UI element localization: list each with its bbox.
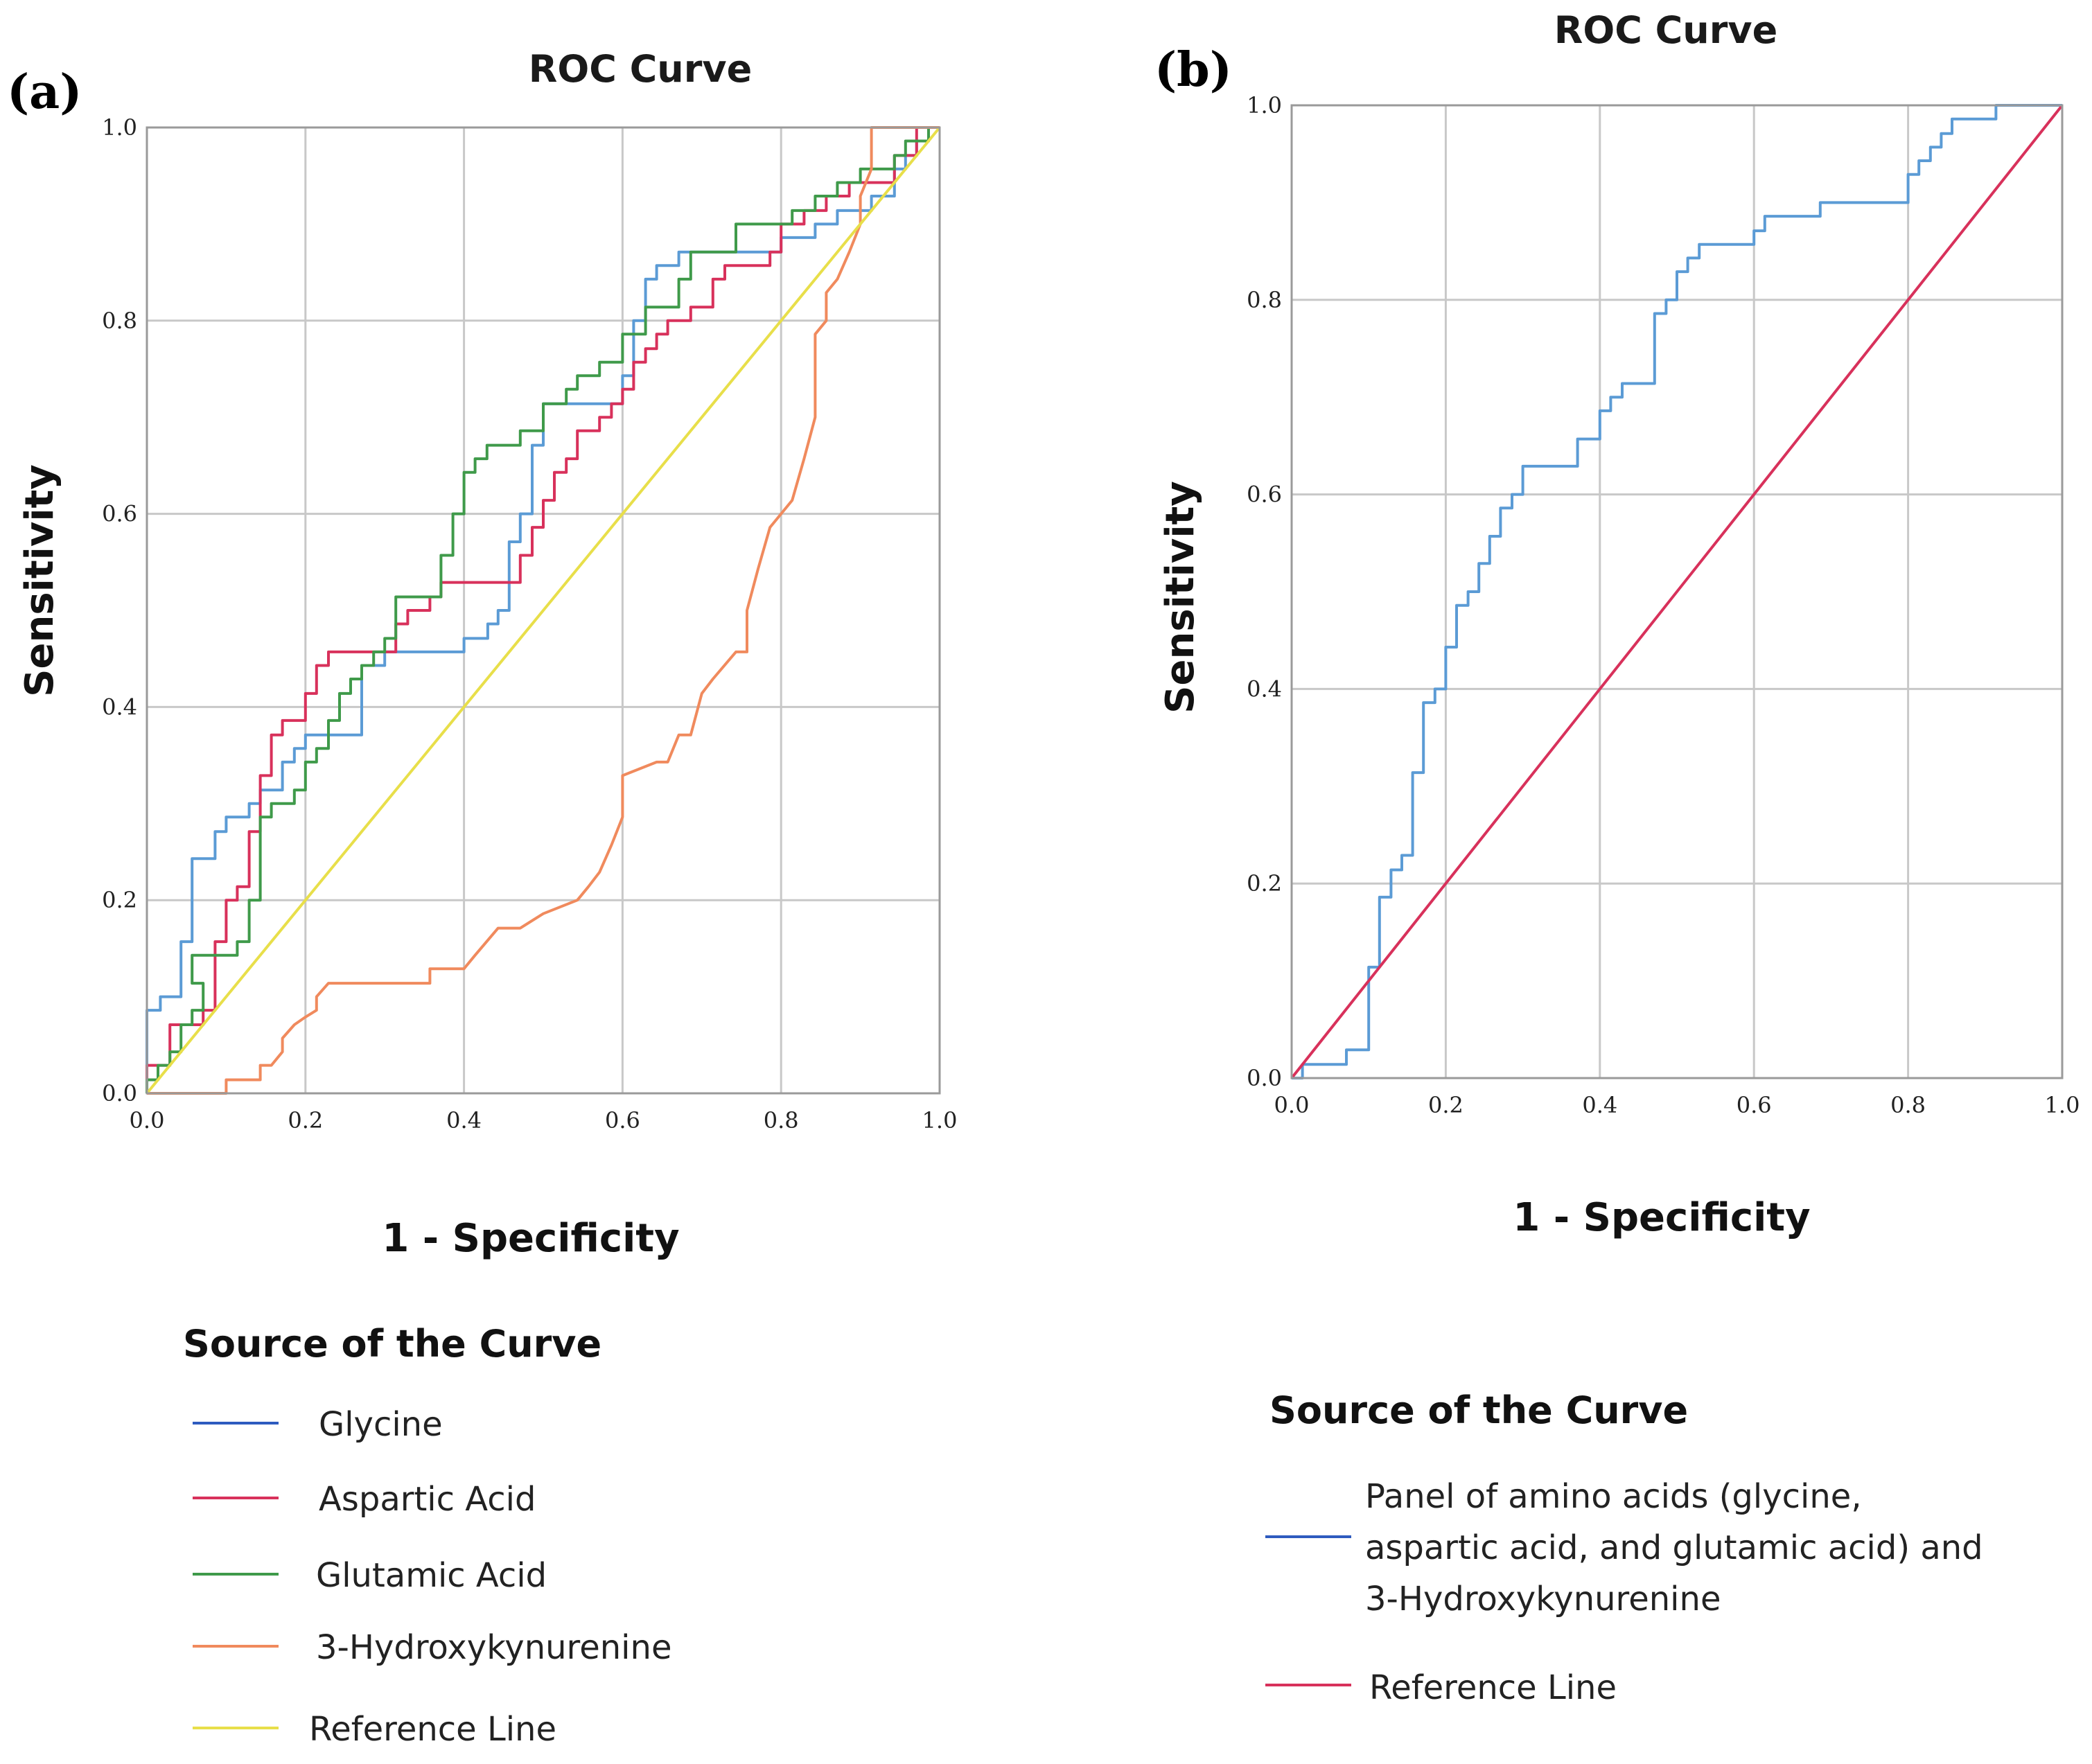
panel-a-xtick-5: 1.0	[922, 1107, 958, 1134]
panel-b-series	[1290, 104, 2064, 1079]
panel-b: (b) ROC Curve Sensitivity 1 - Specificit…	[1154, 8, 2080, 1707]
panel-a-legend-label-glutamic-acid: Glutamic Acid	[316, 1556, 547, 1595]
panel-b-ytick-1: 0.2	[1247, 870, 1282, 897]
panel-a-ytick-1: 0.2	[102, 887, 137, 913]
panel-a-ylabel: Sensitivity	[17, 464, 62, 697]
panel-b-ytick-5: 1.0	[1247, 92, 1282, 118]
panel-a-series-3-hydroxykynurenine	[147, 126, 940, 1095]
panel-a-ytick-0: 0.0	[102, 1080, 137, 1106]
panel-b-tag: (b)	[1154, 42, 1232, 98]
panel-a-legend-label-3-hydroxykynurenine: 3-Hydroxykynurenine	[316, 1628, 671, 1667]
panel-a-series-glutamic-acid	[146, 126, 940, 1093]
panel-b-title: ROC Curve	[1554, 8, 1777, 52]
panel-b-legend-label-reference: Reference Line	[1369, 1668, 1617, 1707]
panel-b-legend: Panel of amino acids (glycine, aspartic …	[1265, 1477, 1983, 1707]
panel-b-tick-labels: 0.0 0.2 0.4 0.6 0.8 1.0 0.0 0.2 0.4 0.6 0.8 1.0	[1247, 92, 2080, 1118]
panel-b-xtick-5: 1.0	[2045, 1092, 2080, 1118]
panel-b-ytick-3: 0.6	[1247, 482, 1282, 508]
panel-a-series	[146, 126, 941, 1095]
panel-a-xtick-3: 0.6	[605, 1107, 640, 1134]
panel-a-ytick-4: 0.8	[102, 308, 137, 334]
panel-b-series-panel-of-amino-acids-glycine-aspartic-acid-and-glutamic-acid-and-3-hydroxykynurenine	[1292, 104, 2062, 1079]
panel-a: (a) ROC Curve Sensitivity 1 - Specificit…	[7, 47, 957, 1749]
panel-b-xlabel: 1 - Specificity	[1513, 1195, 1810, 1240]
panel-b-ytick-2: 0.4	[1247, 676, 1282, 702]
panel-a-plot-frame	[146, 126, 941, 1095]
panel-b-xtick-2: 0.4	[1582, 1092, 1617, 1118]
panel-b-ytick-4: 0.8	[1247, 287, 1282, 313]
panel-b-legend-title: Source of the Curve	[1269, 1388, 1688, 1432]
panel-b-series-reference-line	[1290, 104, 2064, 1079]
panel-a-series-glycine	[146, 126, 940, 1093]
panel-a-xtick-4: 0.8	[764, 1107, 799, 1134]
panel-a-xtick-0: 0.0	[130, 1107, 165, 1134]
panel-b-xtick-1: 0.2	[1428, 1092, 1463, 1118]
panel-b-ytick-0: 0.0	[1247, 1065, 1282, 1091]
panel-a-legend: Glycine Aspartic Acid Glutamic Acid 3-Hydro…	[193, 1405, 671, 1749]
panel-a-legend-label-glycine: Glycine	[319, 1405, 443, 1444]
panel-b-legend-label-panel-line2: aspartic acid, and glutamic acid) and	[1365, 1528, 1983, 1567]
panel-a-ytick-3: 0.6	[102, 501, 137, 527]
panel-a-legend-title: Source of the Curve	[183, 1322, 601, 1366]
panel-b-xtick-0: 0.0	[1274, 1092, 1310, 1118]
panel-a-series-reference-line	[146, 126, 941, 1095]
panel-a-tag: (a)	[7, 64, 82, 120]
panel-a-xtick-2: 0.4	[446, 1107, 482, 1134]
panel-b-xtick-4: 0.8	[1890, 1092, 1926, 1118]
panel-a-legend-label-reference-line: Reference Line	[309, 1710, 556, 1749]
panel-a-title: ROC Curve	[529, 47, 752, 91]
panel-a-series-aspartic-acid	[146, 126, 940, 1093]
panel-a-ytick-5: 1.0	[102, 114, 137, 141]
panel-a-xlabel: 1 - Specificity	[382, 1216, 679, 1261]
panel-a-legend-label-aspartic-acid: Aspartic Acid	[319, 1480, 536, 1519]
panel-b-xtick-3: 0.6	[1737, 1092, 1772, 1118]
panel-b-legend-label-panel-line1: Panel of amino acids (glycine,	[1365, 1477, 1862, 1516]
panel-b-plot-frame	[1290, 104, 2064, 1079]
panel-a-tick-labels: 0.0 0.2 0.4 0.6 0.8 1.0 0.0 0.2 0.4 0.6 0.8 1.0	[102, 114, 957, 1134]
panel-a-xtick-1: 0.2	[288, 1107, 323, 1134]
panel-b-ylabel: Sensitivity	[1158, 481, 1203, 714]
panel-a-ytick-2: 0.4	[102, 694, 137, 720]
panel-b-legend-label-panel-line3: 3-Hydroxykynurenine	[1365, 1580, 1721, 1619]
